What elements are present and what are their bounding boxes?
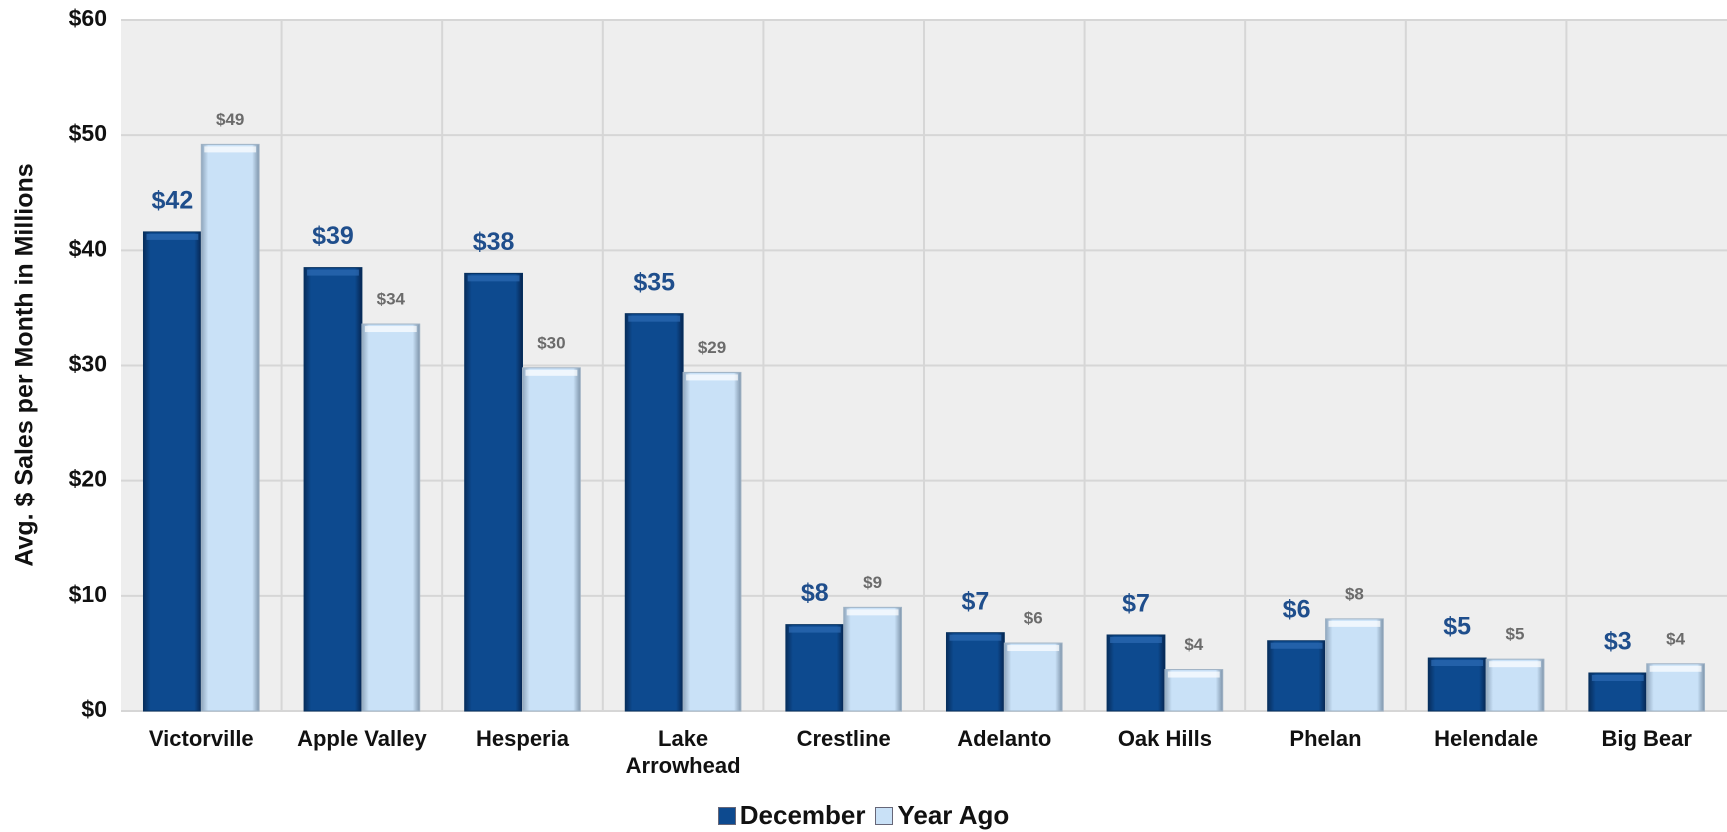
bar (1003, 642, 1063, 712)
x-tick-label: Crestline (796, 726, 891, 751)
bar (1485, 658, 1545, 712)
bar-bevel (1110, 636, 1162, 643)
value-label: $5 (1443, 613, 1471, 641)
x-tick-label: Victorville (148, 726, 254, 751)
x-tick-label: Big Bear (1601, 726, 1692, 751)
value-label: $3 (1604, 628, 1632, 656)
value-label: $4 (1184, 635, 1203, 654)
bar (682, 371, 742, 712)
x-tick-label: Apple Valley (297, 726, 427, 751)
x-tick-label: Hesperia (476, 726, 569, 751)
y-tick-label: $20 (69, 466, 107, 492)
value-label: $6 (1024, 609, 1043, 628)
y-tick-label: $10 (69, 581, 107, 607)
bar (785, 624, 845, 712)
bar-bevel (1489, 661, 1541, 668)
legend-swatch (875, 806, 894, 825)
value-label: $7 (961, 587, 989, 615)
bar-bevel (949, 634, 1002, 641)
y-tick-label: $0 (81, 696, 107, 722)
value-label: $5 (1506, 625, 1525, 644)
value-label: $39 (312, 222, 354, 250)
bar-bevel (628, 315, 681, 322)
value-label: $29 (698, 338, 726, 357)
legend-item: Year Ago (875, 800, 1009, 831)
bar (1325, 618, 1384, 712)
bar-bevel (204, 146, 257, 153)
value-label: $6 (1283, 595, 1311, 623)
bar-bevel (1649, 665, 1702, 672)
value-label: $35 (633, 268, 675, 296)
bar (1427, 657, 1487, 712)
legend-swatch (717, 806, 736, 825)
value-label: $30 (537, 333, 565, 352)
value-label: $9 (863, 573, 882, 592)
y-tick-label: $60 (69, 5, 107, 31)
bar (1267, 640, 1326, 712)
value-label: $34 (377, 290, 406, 309)
bar (624, 313, 684, 712)
bar-bevel (364, 326, 417, 333)
bar-bevel (1270, 642, 1323, 649)
value-label: $49 (216, 110, 244, 129)
bar-bevel (1328, 620, 1381, 627)
bar-bevel (1167, 671, 1220, 678)
bar (200, 143, 260, 712)
value-label: $38 (473, 228, 515, 256)
bar-bevel (686, 374, 738, 381)
bar-bevel (1007, 645, 1060, 652)
bar-bevel (467, 275, 520, 282)
x-tick-label: Lake Arrowhead (625, 726, 741, 778)
bar-bevel (1591, 674, 1644, 681)
bar-bevel (146, 233, 199, 240)
bar (464, 272, 523, 712)
x-tick-label: Helendale (1434, 726, 1539, 751)
x-tick-label: Phelan (1289, 726, 1362, 751)
bar (303, 267, 363, 712)
bar (843, 606, 903, 712)
bar (142, 231, 202, 712)
bar-bevel (307, 269, 359, 276)
legend: December Year Ago (0, 800, 1727, 831)
value-label: $8 (1345, 584, 1364, 603)
legend-label: December (739, 800, 866, 830)
y-tick-label: $40 (69, 235, 107, 261)
y-tick-label: $30 (69, 351, 107, 377)
bar-bevel (1431, 660, 1484, 667)
x-tick-label: Oak Hills (1117, 726, 1212, 751)
bar (1106, 634, 1166, 712)
y-axis-title: Avg. $ Sales per Month in Millions (11, 163, 39, 566)
bar (945, 632, 1005, 712)
legend-label: Year Ago (897, 800, 1010, 830)
legend-item: December (717, 800, 866, 831)
bar (361, 323, 421, 712)
bar-bevel (525, 369, 578, 376)
bar-bevel (846, 609, 899, 616)
y-tick-label: $50 (69, 120, 107, 146)
bar (522, 367, 581, 712)
value-label: $4 (1666, 629, 1685, 648)
x-tick-label: Adelanto (957, 726, 1052, 751)
value-label: $42 (152, 187, 194, 215)
value-label: $8 (801, 579, 829, 607)
bar-bevel (788, 626, 841, 633)
value-label: $7 (1122, 590, 1150, 618)
